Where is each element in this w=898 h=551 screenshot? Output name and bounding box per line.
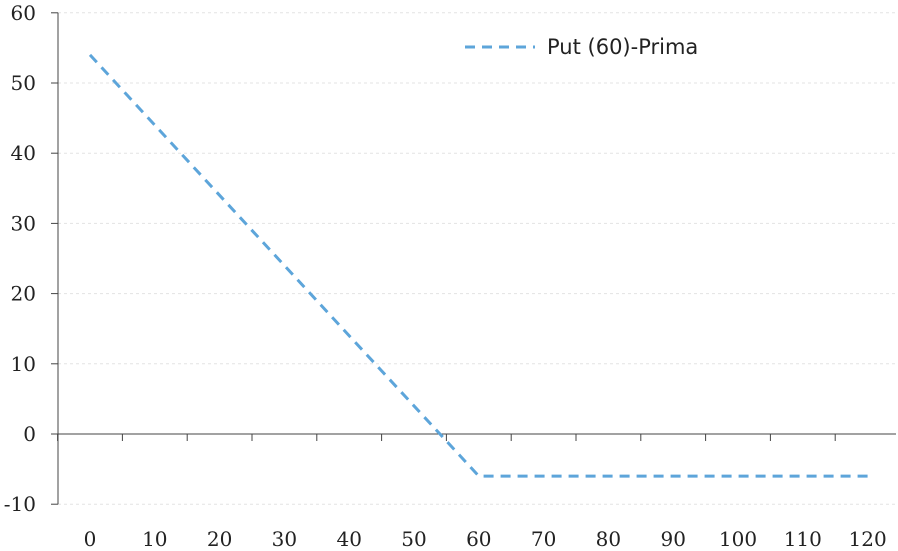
x-tick-label-4: 40 (336, 527, 361, 551)
x-tick-label-11: 110 (784, 527, 822, 551)
legend: Put (60)-Prima (465, 35, 698, 59)
x-tick-label-5: 50 (401, 527, 426, 551)
y-tick-label-5: 10 (11, 352, 36, 376)
legend-label: Put (60)-Prima (547, 35, 698, 59)
x-tick-label-10: 100 (719, 527, 757, 551)
x-tick-label-1: 10 (142, 527, 167, 551)
gridlines (58, 12, 896, 505)
series-line-0 (88, 53, 868, 478)
x-tick-label-7: 70 (531, 527, 556, 551)
y-axis-ticks: 60 50 40 30 20 10 0 -10 (4, 1, 58, 516)
x-tick-label-6: 60 (466, 527, 491, 551)
x-tick-label-0: 0 (84, 527, 97, 551)
y-tick-label-3: 30 (11, 211, 36, 235)
y-tick-label-1: 50 (11, 71, 36, 95)
x-tick-label-8: 80 (596, 527, 621, 551)
x-tick-label-12: 120 (849, 527, 887, 551)
y-tick-label-6: 0 (23, 422, 36, 446)
x-tick-label-3: 30 (272, 527, 297, 551)
x-tick-label-9: 90 (660, 527, 685, 551)
x-axis-ticks: 0 10 20 30 40 50 60 70 80 90 100 110 120 (57, 434, 887, 551)
y-tick-label-0: 60 (11, 1, 36, 25)
y-tick-label-2: 40 (11, 141, 36, 165)
y-tick-label-7: -10 (4, 492, 36, 516)
series-group (88, 53, 868, 478)
x-tick-label-2: 20 (207, 527, 232, 551)
y-tick-label-4: 20 (11, 282, 36, 306)
